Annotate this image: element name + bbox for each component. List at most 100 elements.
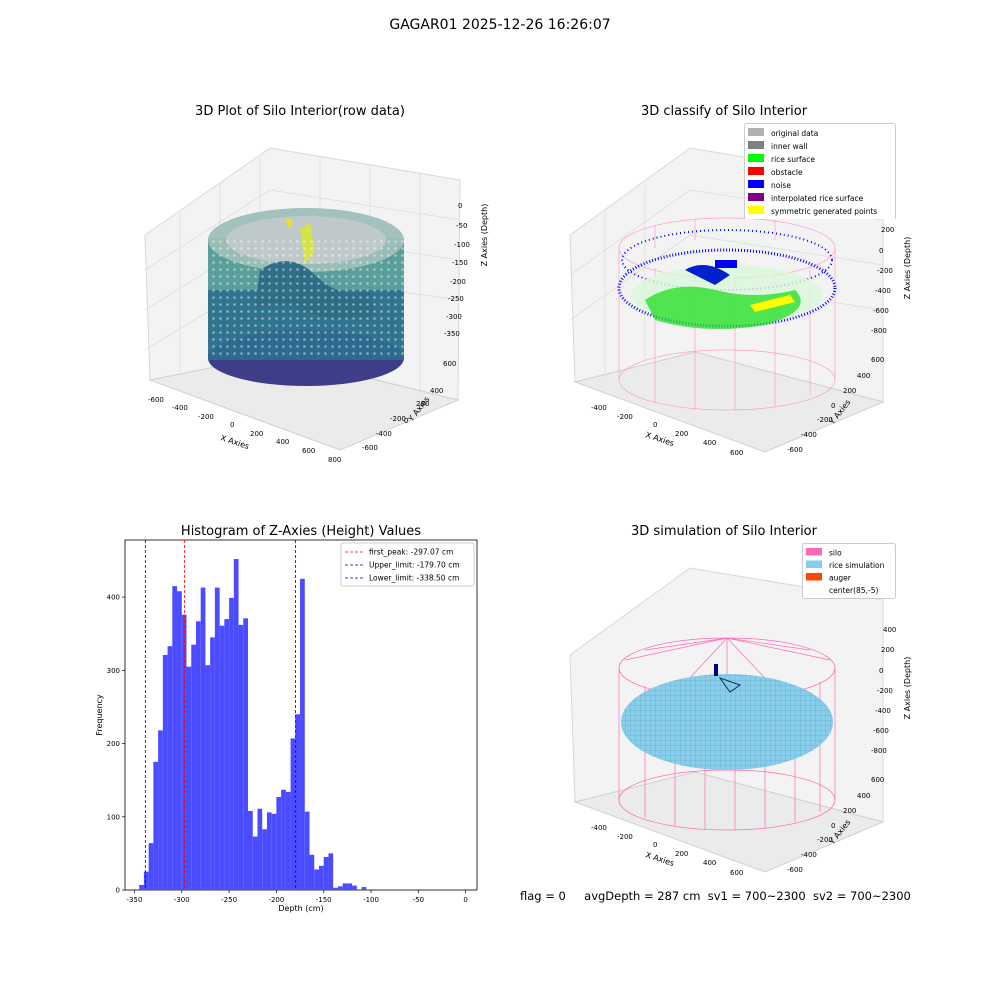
classify-ytick: -600 <box>787 446 803 454</box>
flag-text: flag = 0 <box>520 889 566 903</box>
raw-ztick: -200 <box>450 278 466 286</box>
histogram-bar <box>210 637 215 890</box>
histogram-xtick-label: -150 <box>316 896 332 904</box>
classify-xtick: -200 <box>617 413 633 421</box>
histogram-xlabel: Depth (cm) <box>278 904 323 913</box>
sv2-text: sv2 = 700~2300 <box>812 889 911 903</box>
simulation-ztick: -800 <box>871 747 887 755</box>
histogram-bar <box>295 714 301 890</box>
histogram-xtick-label: -100 <box>363 896 379 904</box>
histogram-bar <box>337 886 343 890</box>
raw-ztick: -150 <box>452 259 468 267</box>
legend-label: obstacle <box>771 168 803 177</box>
legend-swatch <box>748 180 764 188</box>
histogram-bar <box>139 884 144 890</box>
simulation-ytick: -400 <box>801 851 817 859</box>
histogram-bar <box>229 597 234 890</box>
histogram-bar <box>148 843 154 890</box>
simulation-xlabel: X Axies <box>644 850 675 868</box>
histogram-title: Histogram of Z-Axies (Height) Values <box>180 524 422 539</box>
histogram-legend-label: Lower_limit: -338.50 cm <box>369 574 459 583</box>
classify-plot-title: 3D classify of Silo Interior <box>640 104 808 119</box>
legend-swatch <box>748 167 764 175</box>
classify-ztick: -400 <box>875 287 891 295</box>
simulation-xtick: 400 <box>703 859 716 867</box>
legend-label: interpolated rice surface <box>771 194 864 203</box>
simulation-xticks: -400 -200 0 200 400 600 <box>591 824 743 877</box>
histogram-bar <box>172 586 178 890</box>
raw-yticks: 600 400 200 0 -200 -400 -600 <box>362 360 456 452</box>
raw-xtick: -600 <box>148 396 164 404</box>
simulation-xtick: -200 <box>617 833 633 841</box>
histogram-ytick-label: 300 <box>107 667 120 675</box>
classify-point-cloud <box>617 229 837 329</box>
histogram-legend-box <box>340 542 475 587</box>
histogram-bar <box>271 813 277 890</box>
histogram-bar <box>290 738 296 890</box>
histogram-bar <box>191 644 196 890</box>
histogram-yticks: 0 100 200 300 400 <box>107 594 125 895</box>
legend-swatch <box>748 154 764 162</box>
classify-yticks: 600 400 200 0 -200 -400 -600 <box>787 356 884 454</box>
classify-xtick: 0 <box>653 421 657 429</box>
classify-xtick: -400 <box>591 404 607 412</box>
histogram-xtick-label: -350 <box>127 896 143 904</box>
legend-swatch <box>806 548 822 556</box>
histogram-xticks: -350 -300 -250 -200 -150 -100 -50 0 <box>127 890 468 904</box>
raw-ytick: 200 <box>416 400 429 408</box>
simulation-ytick: 600 <box>871 776 884 784</box>
histogram-ytick-label: 100 <box>107 813 120 821</box>
histogram-bar <box>333 887 338 890</box>
simulation-ztick: -600 <box>873 727 889 735</box>
simulation-zlabel: Z Axies (Depth) <box>903 657 912 720</box>
legend-label: noise <box>771 181 791 190</box>
raw-ytick: -400 <box>376 430 392 438</box>
classify-xtick: 200 <box>675 430 688 438</box>
legend-swatch <box>748 193 764 201</box>
histogram-bar <box>323 857 329 890</box>
histogram-xtick-label: -50 <box>413 896 424 904</box>
histogram-ytick-label: 200 <box>107 740 120 748</box>
raw-ztick: 0 <box>458 202 462 210</box>
classify-xtick: 600 <box>730 449 743 457</box>
raw-ytick: -600 <box>362 444 378 452</box>
legend-label: symmetric generated points <box>771 207 877 216</box>
histogram-bar <box>243 618 249 890</box>
raw-point-cloud <box>208 208 404 386</box>
histogram-bar <box>352 885 357 890</box>
simulation-yticks: 600 400 200 0 -200 -400 -600 <box>787 776 884 874</box>
raw-ytick: 600 <box>443 360 456 368</box>
histogram-xtick-label: 0 <box>463 896 467 904</box>
histogram-bar <box>219 625 225 890</box>
histogram-bars <box>139 559 367 890</box>
histogram-bar <box>167 646 173 890</box>
classify-ytick: 0 <box>831 402 835 410</box>
histogram-bar <box>162 654 168 890</box>
legend-label: original data <box>771 129 818 138</box>
simulation-ytick: 400 <box>857 792 870 800</box>
raw-zticks: 0 -50 -100 -150 -200 -250 -300 -350 <box>444 202 470 338</box>
histogram-bar <box>318 865 324 890</box>
figure-title: GAGAR01 2025-12-26 16:26:07 <box>389 17 611 33</box>
legend-swatch <box>806 560 822 568</box>
classify-legend: original data inner wall rice surface obsta… <box>744 123 896 219</box>
histogram-bar <box>304 811 310 890</box>
simulation-ztick: 0 <box>879 667 883 675</box>
raw-ztick: -50 <box>456 222 467 230</box>
classify-ytick: 200 <box>843 387 856 395</box>
simulation-ztick: -400 <box>875 707 891 715</box>
raw-ztick: -300 <box>446 313 462 321</box>
legend-swatch <box>806 573 822 581</box>
simulation-floor-pane <box>573 771 885 873</box>
histogram-xtick-label: -300 <box>174 896 190 904</box>
simulation-ztick: 400 <box>883 626 896 634</box>
legend-label: inner wall <box>771 142 808 151</box>
raw-xlabel: X Axies <box>219 433 250 451</box>
classify-ytick: -200 <box>817 416 833 424</box>
simulation-ytick: 0 <box>831 822 835 830</box>
histogram-legend-label: Upper_limit: -179.70 cm <box>369 561 460 570</box>
raw-xtick: 200 <box>250 430 263 438</box>
legend-box <box>802 543 896 599</box>
raw-xtick: -200 <box>198 413 214 421</box>
histogram-bar <box>214 587 220 890</box>
